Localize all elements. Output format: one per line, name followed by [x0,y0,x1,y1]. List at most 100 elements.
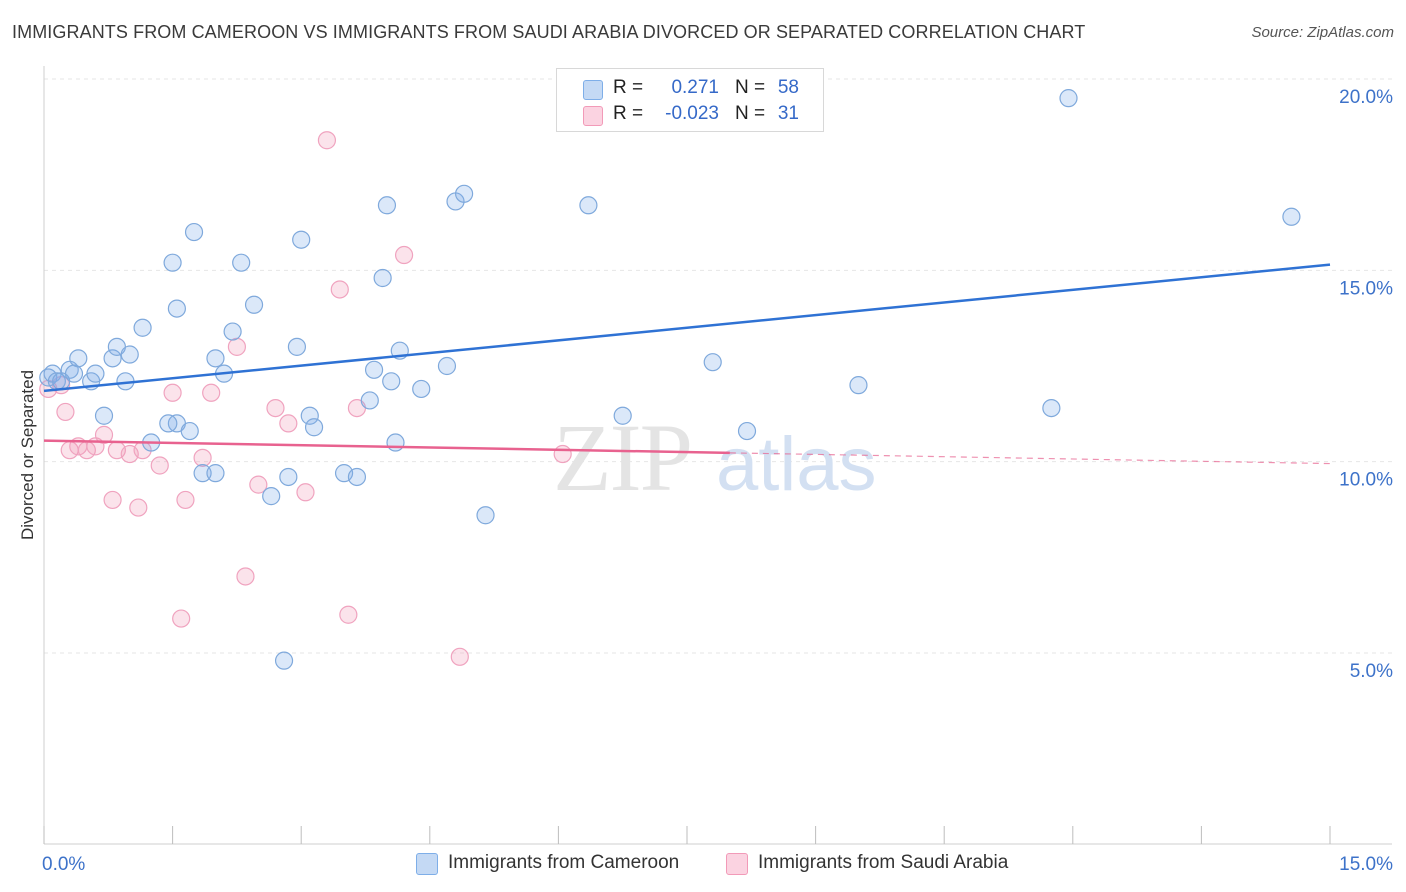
data-point-saudi-arabia [202,383,221,402]
data-point-cameroon [206,464,225,483]
data-point-saudi-arabia [296,483,315,502]
data-point-saudi-arabia [56,402,75,422]
data-point-cameroon [300,406,319,425]
correlation-legend: R = 0.271 N = 58 R = -0.023 N = 31 [556,68,824,132]
data-point-cameroon [206,349,225,368]
data-point-cameroon [386,433,405,452]
data-point-cameroon [437,356,457,376]
chart-title: IMMIGRANTS FROM CAMEROON VS IMMIGRANTS F… [12,22,1086,42]
data-point-saudi-arabia [236,567,255,586]
legend-r-label: R = [613,77,644,98]
y-tick-label: 5.0% [1350,661,1393,682]
watermark-atlas: atlas [716,422,877,507]
data-point-saudi-arabia [330,280,349,299]
data-point-cameroon [613,406,632,425]
data-point-cameroon [244,295,264,314]
x-tick-label-max: 15.0% [1339,854,1393,875]
axes [43,66,1392,845]
trend-line-cameroon [43,263,1331,393]
legend-r-value-saudi-arabia: -0.023 [665,103,719,124]
data-point-cameroon [180,421,199,441]
watermark-zip: ZIP [553,404,691,511]
data-point-cameroon [262,487,281,506]
watermark: ZIP atlas [553,404,877,511]
data-point-saudi-arabia [129,498,148,517]
data-point-saudi-arabia [176,490,195,510]
legend-n-label: N = [735,77,766,98]
data-point-saudi-arabia [450,647,469,666]
data-point-cameroon [287,337,307,356]
data-point-saudi-arabia [94,425,114,444]
data-point-cameroon [412,379,431,399]
data-point-cameroon [373,268,392,288]
data-point-saudi-arabia [339,605,358,624]
y-tick-label: 15.0% [1339,278,1393,299]
data-point-cameroon [103,349,122,368]
data-point-cameroon [1042,398,1061,418]
data-point-saudi-arabia [266,398,285,418]
data-point-cameroon [703,353,722,372]
data-point-cameroon [167,299,186,318]
bottom-legend-label-saudi-arabia: Immigrants from Saudi Arabia [758,852,1009,873]
y-tick-label: 10.0% [1339,470,1393,491]
data-point-cameroon [159,414,178,433]
data-point-saudi-arabia [193,448,212,467]
data-point-cameroon [279,467,298,487]
data-point-cameroon [86,364,105,383]
y-tick-label: 20.0% [1339,87,1393,108]
data-point-cameroon [184,222,204,242]
data-point-cameroon [133,318,152,337]
bottom-legend-swatch-saudi-arabia [726,853,748,875]
data-point-saudi-arabia [172,609,191,628]
data-point-cameroon [377,196,397,215]
series-cameroon-points [39,89,1301,670]
data-point-cameroon [223,322,242,341]
trend-lines [43,263,1331,465]
data-point-cameroon [579,196,598,215]
legend-n-value-cameroon: 58 [777,77,799,98]
bottom-legend-label-cameroon: Immigrants from Cameroon [448,852,680,873]
data-point-cameroon [163,253,182,272]
grid-lines [44,78,1392,654]
data-point-saudi-arabia [553,444,572,464]
trend-line-saudi-arabia [43,439,730,455]
data-point-saudi-arabia [394,245,414,265]
data-point-cameroon [232,253,251,272]
bottom-legend-swatch-cameroon [416,853,438,875]
data-point-cameroon [69,349,88,368]
data-point-cameroon [94,406,114,425]
data-point-cameroon [292,230,311,249]
data-point-cameroon [454,184,474,203]
data-point-cameroon [347,467,367,487]
data-point-saudi-arabia [103,490,122,510]
data-point-saudi-arabia [249,475,268,494]
y-axis-label: Divorced or Separated [18,369,37,541]
data-point-cameroon [382,372,401,391]
source-credit: Source: ZipAtlas.com [1251,24,1394,41]
legend-n-label: N = [735,103,766,124]
data-point-cameroon [849,376,868,395]
legend-swatch-saudi-arabia [583,106,603,126]
trend-line-saudi-arabia-extension [729,452,1331,465]
data-point-saudi-arabia [279,414,298,433]
data-point-cameroon [1282,207,1301,226]
data-point-cameroon [476,506,495,525]
legend-swatch-cameroon [583,80,603,100]
data-point-cameroon [120,345,139,364]
data-point-cameroon [304,418,324,437]
data-point-cameroon [64,364,84,383]
legend-r-value-cameroon: 0.271 [671,77,719,98]
data-point-cameroon [737,421,757,441]
data-point-saudi-arabia [227,337,246,356]
legend-n-value-saudi-arabia: 31 [777,103,799,124]
series-saudi-arabia-points [39,131,572,666]
data-point-saudi-arabia [163,383,182,402]
tick-labels: 5.0% 10.0% 15.0% 20.0% 0.0% 15.0% [42,87,1393,875]
x-tick-label-min: 0.0% [42,854,85,875]
legend-r-label: R = [613,103,644,124]
data-point-cameroon [193,464,212,483]
data-point-cameroon [1059,89,1078,108]
data-point-cameroon [364,360,384,379]
data-point-cameroon [274,651,294,670]
